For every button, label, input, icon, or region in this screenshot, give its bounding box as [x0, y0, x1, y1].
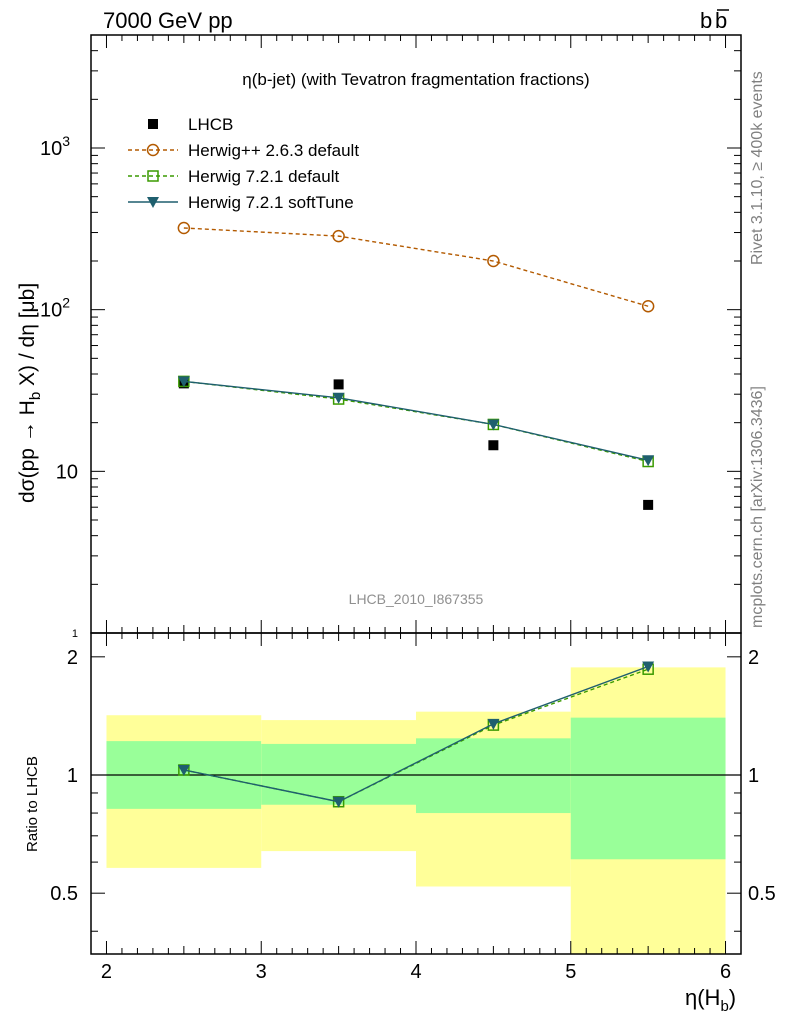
ratio-line-herwig-7-2-1-softtune [183, 665, 649, 803]
inner-uncertainty-band [261, 743, 416, 805]
ratio-y-tick-label-right: 2 [748, 647, 759, 669]
data-point-herwig-7-2-1-softtune [487, 419, 500, 431]
series-line-herwig-7-2-1-default [183, 380, 649, 463]
rivet-version-label: Rivet 3.1.10, ≥ 400k events [749, 71, 766, 265]
legend-marker [148, 119, 158, 129]
x-axis-label: η(Hb) [685, 985, 736, 1015]
x-tick-label: 2 [101, 961, 112, 983]
mcplots-source-label: mcplots.cern.ch [arXiv:1306.3436] [749, 386, 766, 628]
ratio-series [177, 661, 655, 808]
legend-marker [147, 197, 159, 208]
legend-label: Herwig 7.2.1 softTune [188, 193, 354, 212]
ratio-y-tick-labels: 0.5 0.5 1 1 2 2 [50, 647, 776, 905]
legend-label: Herwig++ 2.6.3 default [188, 141, 359, 160]
data-point-herwig-2-6-3-default [487, 254, 500, 268]
data-point-lhcb [333, 379, 344, 390]
ratio-panel: 0.5 0.5 1 1 2 2 2 3 4 5 6 [50, 632, 776, 983]
x-tick-label: 4 [410, 961, 421, 983]
legend-marker [147, 170, 159, 182]
legend-label: Herwig 7.2.1 default [188, 167, 339, 186]
ratio-point-herwig-7-2-1-softtune [332, 796, 345, 808]
data-point-herwig-7-2-1-softtune [332, 392, 345, 404]
inner-uncertainty-band [416, 738, 571, 814]
header-process-b: b [700, 8, 712, 33]
x-tick-label: 3 [256, 961, 267, 983]
series-line-herwig-7-2-1-softtune [183, 380, 649, 461]
ratio-axis-ticks [90, 633, 742, 954]
ratio-y-tick-label: 2 [67, 647, 78, 669]
inner-uncertainty-band [570, 717, 726, 860]
legend-label: LHCB [188, 115, 233, 134]
legend: LHCB Herwig++ 2.6.3 default Herwig 7.2.1 d… [128, 115, 359, 212]
ratio-uncertainty-bands [106, 667, 726, 954]
ratio-point-herwig-7-2-1-softtune [177, 764, 190, 776]
data-point-herwig-2-6-3-default [177, 221, 191, 235]
x-tick-label: 5 [565, 961, 576, 983]
x-tick-label: 6 [720, 961, 731, 983]
legend-marker [146, 143, 160, 157]
data-point-lhcb [488, 440, 499, 451]
main-series [177, 221, 655, 510]
main-y-tick-label: 1 [72, 628, 78, 640]
main-y-axis-label: dσ(pp → Hb X) / dη [μb] [16, 283, 44, 503]
main-axis-ticks [90, 34, 742, 634]
main-panel: 1 10 102 103 η(b-jet) (with Tevatron fragme… [40, 34, 742, 640]
ratio-point-herwig-7-2-1-softtune [487, 718, 500, 730]
ratio-y-tick-label-right: 1 [748, 765, 759, 787]
ratio-y-axis-label: Ratio to LHCB [24, 756, 41, 852]
main-y-tick-label: 102 [40, 295, 70, 322]
series-line-herwig-2-6-3-default [183, 227, 649, 307]
ratio-point-herwig-7-2-1-softtune [642, 661, 655, 673]
header-energy-label: 7000 GeV pp [103, 8, 233, 33]
x-tick-labels: 2 3 4 5 6 [101, 961, 731, 983]
ratio-y-tick-label-right: 0.5 [748, 883, 776, 905]
data-point-herwig-2-6-3-default [641, 299, 655, 313]
data-point-herwig-2-6-3-default [332, 229, 345, 243]
main-y-tick-label: 10 [56, 461, 78, 483]
ratio-y-tick-label: 1 [67, 765, 78, 787]
analysis-label: LHCB_2010_I867355 [349, 591, 484, 607]
data-point-herwig-7-2-1-softtune [642, 455, 655, 467]
main-y-tick-label: 103 [40, 133, 70, 160]
data-point-lhcb [643, 499, 654, 510]
header-process-bbar: b [715, 8, 727, 33]
data-point-herwig-7-2-1-softtune [177, 376, 190, 388]
plot-title: η(b-jet) (with Tevatron fragmentation fr… [242, 70, 589, 89]
ratio-y-tick-label: 0.5 [50, 883, 78, 905]
main-y-tick-labels: 1 10 102 103 [40, 133, 78, 640]
